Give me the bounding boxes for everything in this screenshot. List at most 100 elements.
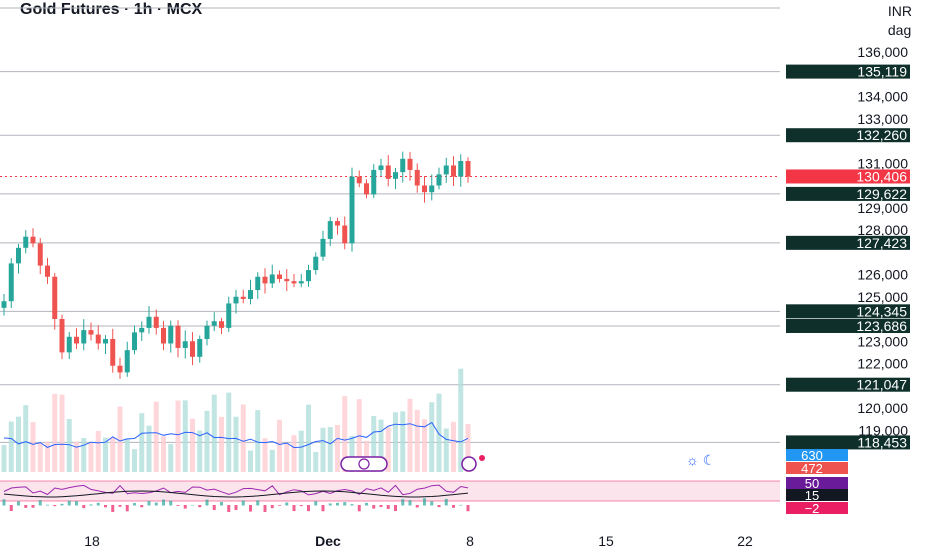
histogram-bar: [133, 503, 136, 506]
candle-body: [16, 247, 21, 264]
price-axis[interactable]: 136,000 134,000 133,000 131,000 129,000 128,0…: [786, 44, 910, 450]
volume-bar: [204, 410, 210, 472]
histogram-bar: [423, 498, 426, 506]
candle-body: [190, 341, 195, 357]
candle-body: [132, 332, 137, 351]
histogram-bar: [292, 505, 296, 512]
candle-body: [465, 161, 471, 177]
candle-body: [327, 221, 333, 239]
candle-body: [429, 185, 435, 193]
volume-bar: [298, 430, 304, 472]
candles[interactable]: [1, 151, 471, 379]
candle-body: [211, 321, 217, 326]
time-axis[interactable]: 18 Dec 8 15 22: [84, 533, 753, 549]
level-badge-label: 118,453: [857, 434, 907, 450]
horizontal-level-lines: [0, 7, 780, 443]
candle-body: [298, 281, 304, 284]
indicator-badge: [786, 489, 848, 501]
histogram-bar: [31, 505, 35, 508]
volume-bar: [74, 441, 79, 472]
candle-body: [23, 236, 29, 248]
histogram-bar: [227, 505, 231, 513]
histogram-bar: [372, 505, 376, 509]
histogram-bar: [183, 505, 187, 509]
volume-bar: [407, 398, 413, 472]
histogram-bar: [147, 500, 151, 506]
volume-bar: [175, 400, 181, 472]
histogram-bar: [285, 502, 289, 506]
histogram-bar: [263, 505, 267, 512]
volume-bar: [465, 423, 471, 472]
histogram-bar: [9, 505, 13, 512]
candle-body: [378, 165, 384, 170]
volume-bar: [52, 393, 58, 472]
time-tick-label: 18: [84, 533, 100, 549]
volume-bar: [1, 445, 7, 472]
level-badge: [786, 186, 910, 201]
histogram-bar: [430, 501, 434, 506]
histogram-bar: [437, 505, 441, 508]
histogram-bar: [75, 501, 78, 506]
volume-bar: [103, 437, 108, 472]
candle-body: [443, 165, 449, 175]
histogram-bar: [67, 500, 71, 506]
histogram-bar: [234, 505, 238, 511]
histogram-bar: [299, 505, 303, 507]
volume-bar: [255, 410, 261, 472]
histogram-bar: [314, 501, 318, 506]
candle-body: [320, 238, 326, 257]
oscillator-line: [3, 484, 469, 496]
histogram-bar: [220, 501, 223, 506]
volume-bar: [211, 394, 217, 472]
candle-body: [110, 339, 116, 366]
indicator-badge-label: −2: [805, 501, 820, 516]
candle-body: [451, 165, 456, 177]
candle-body: [66, 336, 72, 353]
level-badge-label: 129,622: [856, 186, 907, 202]
volume-bar: [8, 421, 14, 472]
volume-bar: [327, 427, 333, 472]
histogram-bar: [2, 499, 6, 506]
volume-bar: [248, 450, 253, 472]
histogram-bar: [350, 504, 354, 506]
histogram-bar: [328, 503, 332, 506]
candle-body: [8, 263, 14, 302]
level-badge: [786, 377, 910, 392]
candle-body: [226, 303, 232, 328]
volume-bar: [436, 393, 442, 472]
volume-bar: [378, 419, 384, 472]
flash-icon: [461, 455, 485, 472]
histogram-bar: [191, 504, 194, 506]
histogram-bar: [459, 504, 463, 506]
candle-body: [349, 176, 355, 244]
histogram-bar: [118, 505, 122, 507]
histogram-bar: [321, 505, 325, 512]
price-tick-label: 119,000: [858, 422, 908, 438]
level-badge: [786, 169, 910, 184]
indicator-badge: [786, 449, 848, 461]
volume-bar: [240, 404, 246, 472]
sun-icon[interactable]: ☼: [686, 452, 699, 468]
candle-body: [269, 274, 275, 284]
histogram-bar: [96, 502, 100, 506]
histogram-bar: [205, 499, 209, 506]
volume-bar: [233, 416, 239, 472]
histogram-bar: [104, 505, 107, 508]
chart-title: Gold Futures · 1h · MCX: [20, 1, 203, 18]
indicator-badge: [786, 477, 848, 489]
moon-icon[interactable]: ☾: [702, 452, 716, 468]
candle-body: [240, 296, 246, 299]
time-tick-label: 22: [737, 533, 753, 549]
time-tick-label: 8: [466, 533, 474, 549]
signal-line: [3, 490, 469, 498]
histogram-bar: [343, 502, 347, 506]
theme-icons[interactable]: ☼ ☾: [686, 452, 715, 469]
indicator-badge: [786, 462, 848, 474]
time-tick-label: 15: [598, 533, 614, 549]
volume-bar: [124, 438, 130, 472]
candle-body: [356, 176, 362, 184]
histogram-bar: [17, 501, 20, 506]
blue-average-line: [3, 421, 469, 449]
